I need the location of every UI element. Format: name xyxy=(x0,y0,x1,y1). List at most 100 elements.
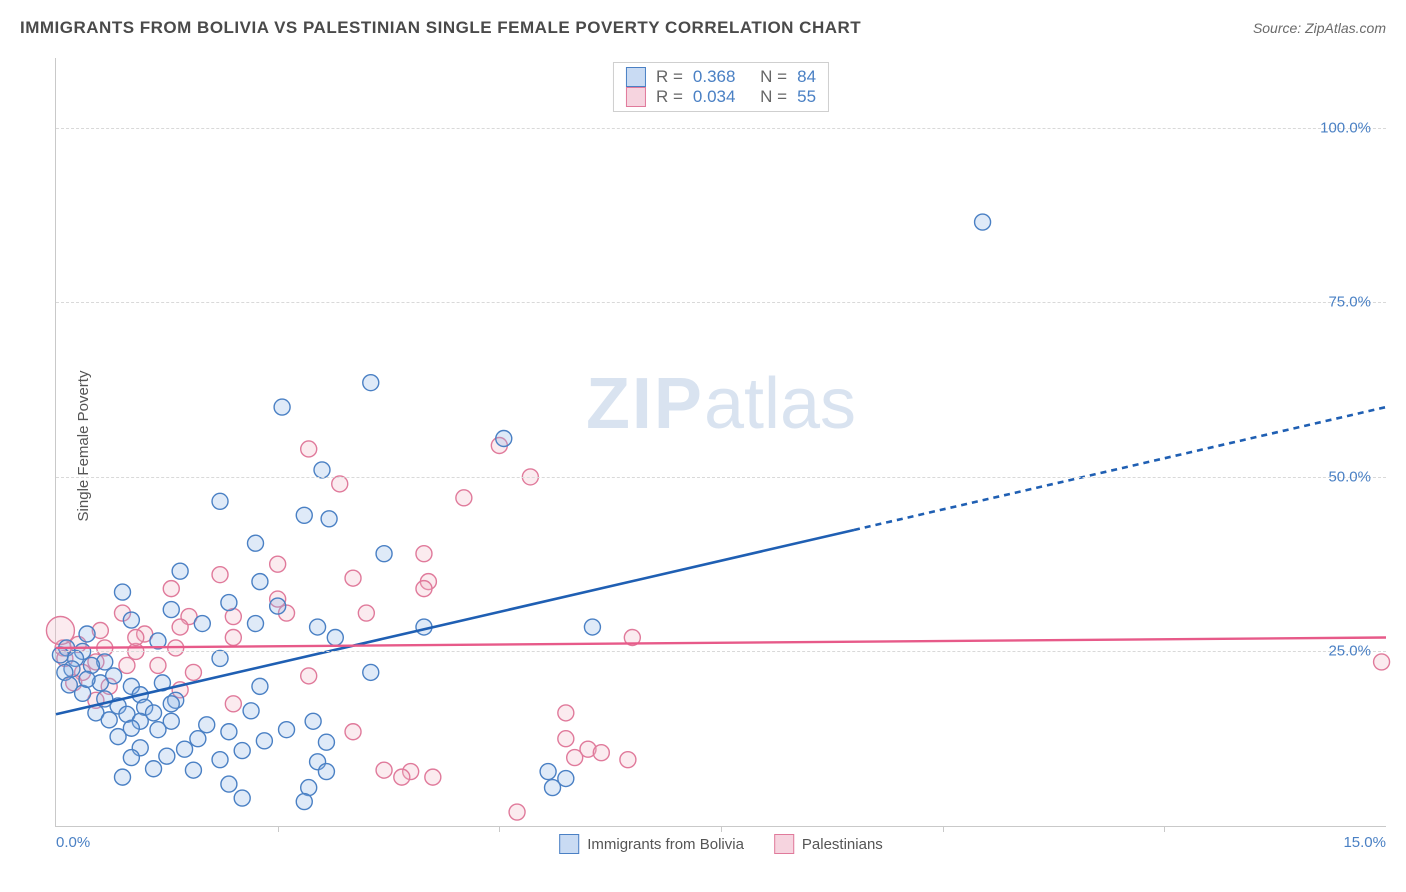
scatter-point xyxy=(584,619,600,635)
chart-source: Source: ZipAtlas.com xyxy=(1253,20,1386,36)
scatter-point xyxy=(279,722,295,738)
scatter-point xyxy=(212,567,228,583)
r-label: R = xyxy=(656,87,683,107)
scatter-point xyxy=(190,731,206,747)
palestinian-swatch-icon xyxy=(774,834,794,854)
scatter-point xyxy=(363,375,379,391)
scatter-point xyxy=(172,563,188,579)
x-tick-mark xyxy=(721,826,722,832)
grid-line-horizontal xyxy=(56,477,1386,478)
scatter-point xyxy=(61,677,77,693)
scatter-point xyxy=(212,752,228,768)
bolivia-r-value: 0.368 xyxy=(693,67,736,87)
scatter-point xyxy=(150,722,166,738)
scatter-point xyxy=(163,581,179,597)
scatter-point xyxy=(52,647,68,663)
scatter-point xyxy=(221,776,237,792)
grid-line-horizontal xyxy=(56,651,1386,652)
scatter-point xyxy=(274,399,290,415)
scatter-point xyxy=(509,804,525,820)
scatter-point xyxy=(394,769,410,785)
scatter-point xyxy=(172,619,188,635)
chart-title: IMMIGRANTS FROM BOLIVIA VS PALESTINIAN S… xyxy=(20,18,861,38)
grid-line-horizontal xyxy=(56,128,1386,129)
scatter-point xyxy=(128,629,144,645)
scatter-point xyxy=(146,761,162,777)
n-label: N = xyxy=(760,67,787,87)
scatter-point xyxy=(416,581,432,597)
y-tick-label: 75.0% xyxy=(1328,294,1371,311)
scatter-point xyxy=(115,584,131,600)
scatter-point xyxy=(376,762,392,778)
scatter-point xyxy=(248,535,264,551)
trend-line-solid xyxy=(56,637,1386,647)
bolivia-legend-label: Immigrants from Bolivia xyxy=(587,836,744,853)
scatter-point xyxy=(296,794,312,810)
scatter-point xyxy=(456,490,472,506)
scatter-point xyxy=(975,214,991,230)
scatter-point xyxy=(332,476,348,492)
scatter-point xyxy=(185,762,201,778)
scatter-point xyxy=(119,657,135,673)
scatter-point xyxy=(225,629,241,645)
scatter-point xyxy=(79,626,95,642)
x-tick-label: 0.0% xyxy=(56,834,90,851)
scatter-point xyxy=(234,790,250,806)
scatter-point xyxy=(318,764,334,780)
scatter-point xyxy=(593,745,609,761)
bolivia-swatch-icon xyxy=(626,67,646,87)
correlation-legend-row-bolivia: R = 0.368 N = 84 xyxy=(626,67,816,87)
scatter-point xyxy=(212,493,228,509)
bolivia-n-value: 84 xyxy=(797,67,816,87)
scatter-point xyxy=(194,616,210,632)
x-tick-mark xyxy=(499,826,500,832)
scatter-point xyxy=(567,750,583,766)
scatter-point xyxy=(270,556,286,572)
scatter-point xyxy=(256,733,272,749)
scatter-point xyxy=(327,629,343,645)
scatter-point xyxy=(318,734,334,750)
bolivia-swatch-icon xyxy=(559,834,579,854)
scatter-point xyxy=(115,769,131,785)
grid-line-horizontal xyxy=(56,302,1386,303)
scatter-point xyxy=(496,431,512,447)
y-tick-label: 50.0% xyxy=(1328,468,1371,485)
x-tick-mark xyxy=(278,826,279,832)
scatter-point xyxy=(558,731,574,747)
scatter-point xyxy=(416,546,432,562)
scatter-point xyxy=(123,612,139,628)
scatter-point xyxy=(270,598,286,614)
scatter-point xyxy=(310,619,326,635)
series-legend: Immigrants from Bolivia Palestinians xyxy=(559,834,883,854)
scatter-point xyxy=(252,678,268,694)
chart-container: IMMIGRANTS FROM BOLIVIA VS PALESTINIAN S… xyxy=(0,0,1406,892)
palestinian-r-value: 0.034 xyxy=(693,87,736,107)
x-tick-label: 15.0% xyxy=(1343,834,1386,851)
plot-svg xyxy=(56,58,1386,826)
scatter-point xyxy=(150,657,166,673)
scatter-point xyxy=(321,511,337,527)
scatter-point xyxy=(345,570,361,586)
scatter-point xyxy=(305,713,321,729)
scatter-point xyxy=(243,703,259,719)
x-tick-mark xyxy=(1164,826,1165,832)
scatter-point xyxy=(221,724,237,740)
x-tick-mark xyxy=(943,826,944,832)
trend-line-dashed xyxy=(854,407,1386,530)
scatter-point xyxy=(345,724,361,740)
y-tick-label: 100.0% xyxy=(1320,119,1371,136)
chart-header: IMMIGRANTS FROM BOLIVIA VS PALESTINIAN S… xyxy=(20,18,1386,38)
scatter-point xyxy=(79,671,95,687)
legend-item-palestinian: Palestinians xyxy=(774,834,883,854)
scatter-point xyxy=(540,764,556,780)
scatter-point xyxy=(177,741,193,757)
scatter-point xyxy=(159,748,175,764)
scatter-point xyxy=(234,743,250,759)
scatter-point xyxy=(123,750,139,766)
correlation-legend-row-palestinian: R = 0.034 N = 55 xyxy=(626,87,816,107)
r-label: R = xyxy=(656,67,683,87)
n-label: N = xyxy=(760,87,787,107)
scatter-point xyxy=(110,729,126,745)
scatter-point xyxy=(314,462,330,478)
scatter-point xyxy=(225,696,241,712)
